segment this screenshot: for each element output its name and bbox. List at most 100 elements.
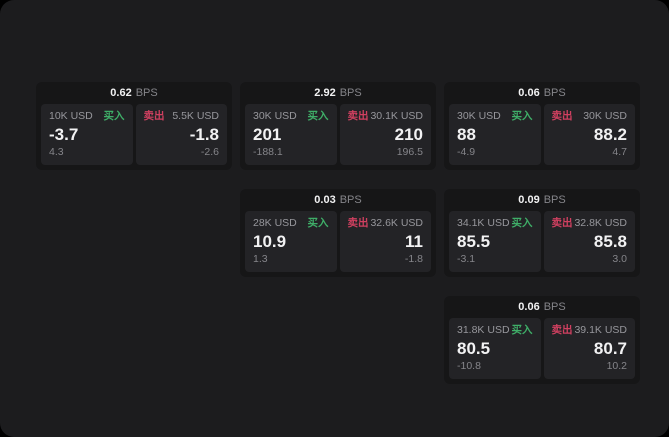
spread-unit: BPS xyxy=(339,194,362,206)
sell-size: 32.8K USD xyxy=(574,217,627,229)
sell-price: 80.7 xyxy=(593,338,627,358)
quote-panels: 34.1K USD 买入 85.5 -3.1 卖出 32.8K USD 85.8… xyxy=(444,208,640,277)
sell-change: -1.8 xyxy=(404,253,423,265)
sell-change: 196.5 xyxy=(396,146,423,158)
sell-tile[interactable]: 卖出 30K USD 88.2 4.7 xyxy=(543,104,635,165)
buy-change: 4.3 xyxy=(49,146,64,158)
buy-size: 31.8K USD xyxy=(457,324,510,336)
sell-label: 卖出 xyxy=(551,110,573,122)
sell-tile[interactable]: 卖出 39.1K USD 80.7 10.2 xyxy=(543,318,635,379)
quote-panels: 31.8K USD 买入 80.5 -10.8 卖出 39.1K USD 80.… xyxy=(444,315,640,384)
buy-change: -188.1 xyxy=(253,146,283,158)
spread-value: 0.06 xyxy=(518,301,540,313)
sell-price: 210 xyxy=(394,124,423,144)
sell-change: 4.7 xyxy=(612,146,627,158)
sell-change: 10.2 xyxy=(606,360,627,372)
buy-price: 10.9 xyxy=(253,231,287,251)
sell-change: 3.0 xyxy=(612,253,627,265)
buy-label: 买入 xyxy=(307,110,329,122)
sell-meta: 卖出 30.1K USD xyxy=(348,110,424,123)
sell-meta: 卖出 32.6K USD xyxy=(348,217,424,230)
buy-price: 201 xyxy=(253,124,282,144)
spread-header: 0.09 BPS xyxy=(444,189,640,208)
spread-unit: BPS xyxy=(543,87,566,99)
buy-label: 买入 xyxy=(511,324,533,336)
sell-size: 30.1K USD xyxy=(370,110,423,122)
sell-meta: 卖出 32.8K USD xyxy=(552,217,628,230)
buy-tile[interactable]: 30K USD 买入 88 -4.9 xyxy=(449,104,541,165)
buy-change: -4.9 xyxy=(457,146,476,158)
spread-card-4: 0.03 BPS 28K USD 买入 10.9 1.3 卖出 32.6K US… xyxy=(240,189,436,277)
buy-label: 买入 xyxy=(511,110,533,122)
buy-size: 10K USD xyxy=(49,110,93,122)
buy-size: 30K USD xyxy=(253,110,297,122)
sell-meta: 卖出 5.5K USD xyxy=(144,110,220,123)
sell-size: 30K USD xyxy=(583,110,627,122)
buy-price: 80.5 xyxy=(457,338,491,358)
sell-tile[interactable]: 卖出 32.8K USD 85.8 3.0 xyxy=(543,211,635,272)
buy-change: 1.3 xyxy=(253,253,268,265)
sell-label: 卖出 xyxy=(551,217,573,229)
spread-value: 0.06 xyxy=(518,87,540,99)
buy-tile[interactable]: 28K USD 买入 10.9 1.3 xyxy=(245,211,337,272)
spread-card-1: 0.62 BPS 10K USD 买入 -3.7 4.3 卖出 5.5K USD… xyxy=(36,82,232,170)
buy-price: -3.7 xyxy=(49,124,79,144)
buy-tile[interactable]: 31.8K USD 买入 80.5 -10.8 xyxy=(449,318,541,379)
quote-panels: 10K USD 买入 -3.7 4.3 卖出 5.5K USD -1.8 -2.… xyxy=(36,101,232,170)
sell-meta: 卖出 30K USD xyxy=(552,110,628,123)
buy-meta: 31.8K USD 买入 xyxy=(457,324,533,337)
buy-tile[interactable]: 34.1K USD 买入 85.5 -3.1 xyxy=(449,211,541,272)
spread-value: 2.92 xyxy=(314,87,336,99)
spread-header: 0.06 BPS xyxy=(444,82,640,101)
spread-value: 0.03 xyxy=(314,194,336,206)
spread-unit: BPS xyxy=(135,87,158,99)
spread-header: 0.03 BPS xyxy=(240,189,436,208)
spread-header: 0.62 BPS xyxy=(36,82,232,101)
spread-value: 0.62 xyxy=(110,87,132,99)
buy-change: -10.8 xyxy=(457,360,481,372)
sell-tile[interactable]: 卖出 5.5K USD -1.8 -2.6 xyxy=(135,104,227,165)
spread-unit: BPS xyxy=(339,87,362,99)
spread-header: 0.06 BPS xyxy=(444,296,640,315)
sell-price: 85.8 xyxy=(593,231,627,251)
sell-price: -1.8 xyxy=(189,124,219,144)
sell-label: 卖出 xyxy=(551,324,573,336)
buy-tile[interactable]: 10K USD 买入 -3.7 4.3 xyxy=(41,104,133,165)
buy-label: 买入 xyxy=(511,217,533,229)
buy-meta: 34.1K USD 买入 xyxy=(457,217,533,230)
sell-price: 11 xyxy=(405,231,423,251)
sell-size: 32.6K USD xyxy=(370,217,423,229)
buy-label: 买入 xyxy=(307,217,329,229)
sell-label: 卖出 xyxy=(143,110,165,122)
spread-card-6: 0.06 BPS 31.8K USD 买入 80.5 -10.8 卖出 39.1… xyxy=(444,296,640,384)
buy-meta: 28K USD 买入 xyxy=(253,217,329,230)
spread-value: 0.09 xyxy=(518,194,540,206)
sell-tile[interactable]: 卖出 32.6K USD 11 -1.8 xyxy=(339,211,431,272)
buy-tile[interactable]: 30K USD 买入 201 -188.1 xyxy=(245,104,337,165)
buy-change: -3.1 xyxy=(457,253,476,265)
quote-panels: 28K USD 买入 10.9 1.3 卖出 32.6K USD 11 -1.8 xyxy=(240,208,436,277)
quote-panels: 30K USD 买入 201 -188.1 卖出 30.1K USD 210 1… xyxy=(240,101,436,170)
buy-size: 34.1K USD xyxy=(457,217,510,229)
buy-price: 85.5 xyxy=(457,231,491,251)
sell-change: -2.6 xyxy=(200,146,219,158)
buy-meta: 30K USD 买入 xyxy=(457,110,533,123)
sell-label: 卖出 xyxy=(347,110,369,122)
spread-card-3: 0.06 BPS 30K USD 买入 88 -4.9 卖出 30K USD 8… xyxy=(444,82,640,170)
spread-card-5: 0.09 BPS 34.1K USD 买入 85.5 -3.1 卖出 32.8K… xyxy=(444,189,640,277)
sell-size: 5.5K USD xyxy=(172,110,219,122)
sell-tile[interactable]: 卖出 30.1K USD 210 196.5 xyxy=(339,104,431,165)
spread-unit: BPS xyxy=(543,301,566,313)
spread-card-2: 2.92 BPS 30K USD 买入 201 -188.1 卖出 30.1K … xyxy=(240,82,436,170)
buy-meta: 30K USD 买入 xyxy=(253,110,329,123)
quote-panels: 30K USD 买入 88 -4.9 卖出 30K USD 88.2 4.7 xyxy=(444,101,640,170)
sell-meta: 卖出 39.1K USD xyxy=(552,324,628,337)
sell-label: 卖出 xyxy=(347,217,369,229)
buy-label: 买入 xyxy=(103,110,125,122)
spread-header: 2.92 BPS xyxy=(240,82,436,101)
buy-meta: 10K USD 买入 xyxy=(49,110,125,123)
buy-size: 30K USD xyxy=(457,110,501,122)
sell-size: 39.1K USD xyxy=(574,324,627,336)
buy-price: 88 xyxy=(457,124,476,144)
